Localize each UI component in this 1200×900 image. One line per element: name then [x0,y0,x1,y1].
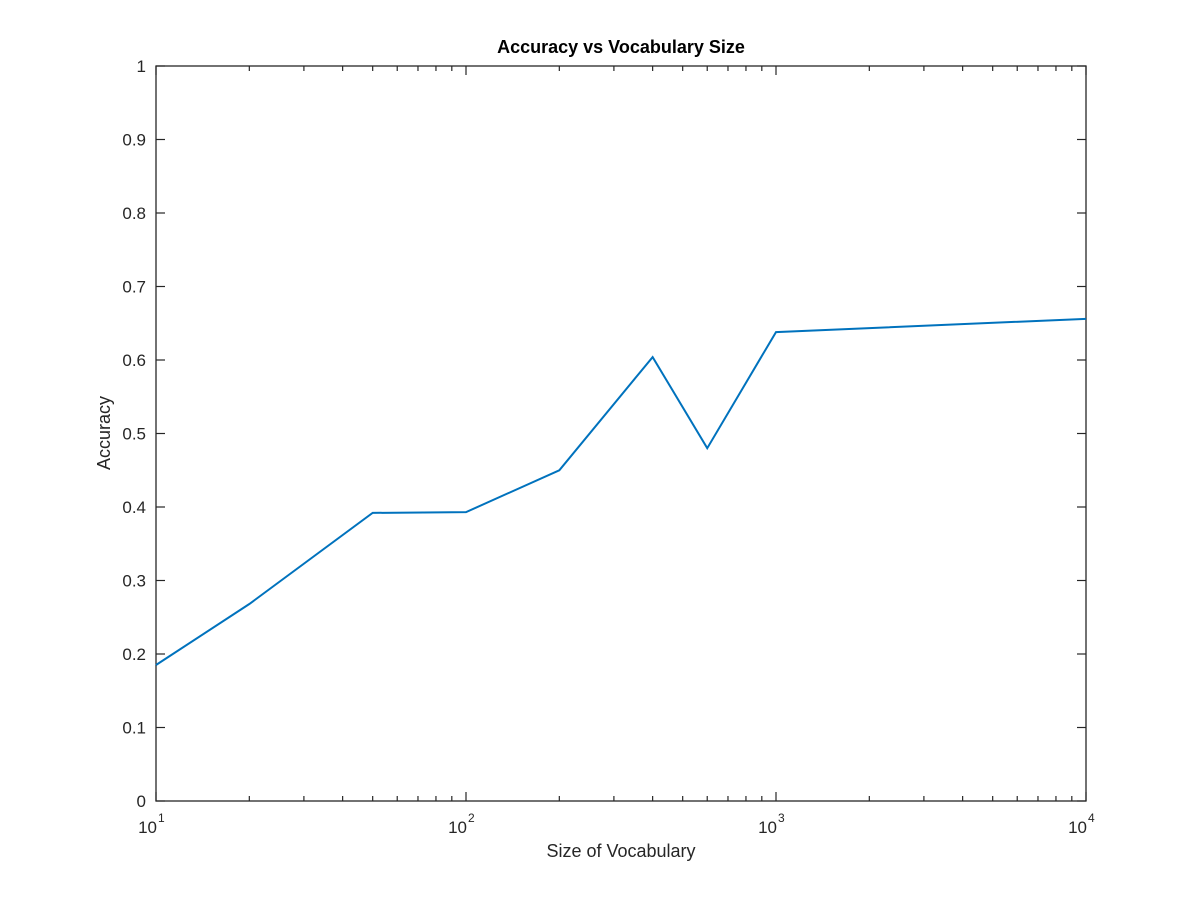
x-tick-label-exponent: 1 [158,811,165,825]
y-tick-label: 0.7 [122,278,146,297]
x-tick-label: 10 1 [138,811,165,837]
x-tick-labels: 10 1 10 2 10 3 10 4 [138,811,1095,837]
y-tick-label: 1 [137,57,146,76]
x-tick-label: 10 2 [448,811,475,837]
series-line [155,317,1087,666]
x-tick-label-base: 10 [758,818,777,837]
x-tick-label: 10 3 [758,811,785,837]
y-axis-label: Accuracy [94,396,114,470]
x-tick-label: 10 4 [1068,811,1095,837]
x-tick-label-exponent: 2 [468,811,475,825]
chart-title: Accuracy vs Vocabulary Size [497,37,745,57]
x-axis-label: Size of Vocabulary [546,841,695,861]
y-tick-label: 0.1 [122,719,146,738]
series-layer [155,317,1087,666]
axes-box [155,65,1087,802]
y-tick-labels: 0 0.1 0.2 0.3 0.4 0.5 0.6 0.7 0.8 0.9 1 [122,57,146,811]
y-tick-label: 0.6 [122,351,146,370]
y-tick-label: 0.8 [122,204,146,223]
plot-area [156,66,1086,801]
y-tick-label: 0.5 [122,425,146,444]
minor-ticks [248,66,1073,801]
x-tick-label-exponent: 4 [1088,811,1095,825]
y-tick-label: 0.9 [122,131,146,150]
y-tick-label: 0.4 [122,498,146,517]
y-tick-label: 0.3 [122,572,146,591]
x-tick-label-base: 10 [1068,818,1087,837]
x-tick-label-base: 10 [138,818,157,837]
x-tick-label-base: 10 [448,818,467,837]
y-tick-label: 0.2 [122,645,146,664]
y-tick-label: 0 [137,792,146,811]
x-tick-label-exponent: 3 [778,811,785,825]
